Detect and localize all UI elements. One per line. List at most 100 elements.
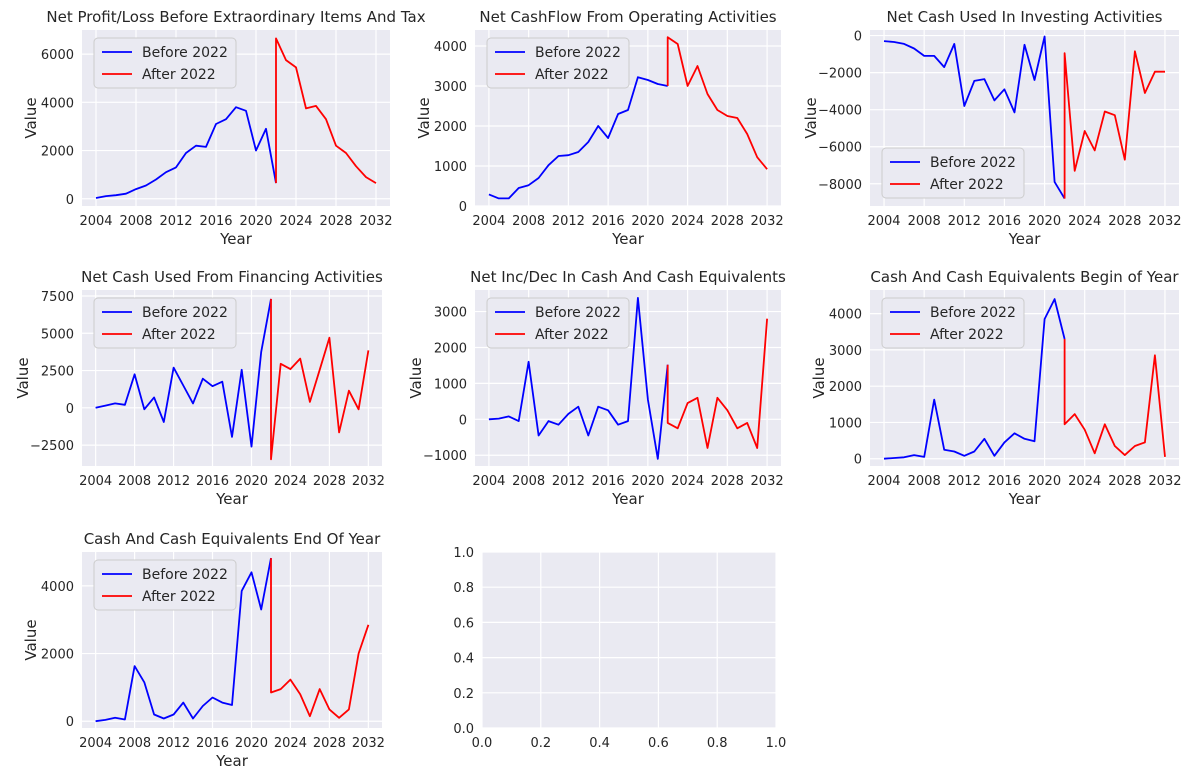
chart-panel-2: 2004 2008 2012 2016 2020 2024 2028 2032 0 1000 200…: [415, 8, 784, 248]
legend-entry: After 2022: [535, 327, 609, 343]
legend-entry: Before 2022: [930, 155, 1016, 171]
x-tick-label: 2024: [1068, 474, 1101, 489]
legend-box: [93, 37, 237, 89]
legend-box: [93, 297, 237, 349]
x-tick-label: 2032: [352, 474, 385, 489]
legend-entry: Before 2022: [930, 305, 1016, 321]
series-line-before-2022: [95, 106, 277, 199]
x-tick-label: 2024: [279, 214, 312, 229]
x-tick-label: 2028: [313, 736, 346, 751]
y-axis-label: Value: [802, 97, 820, 138]
legend: Before 2022 After 2022: [93, 37, 237, 89]
x-tick-label: 2020: [631, 214, 664, 229]
x-tick-label: 0.0: [472, 736, 493, 751]
y-tick-label: 0.2: [453, 687, 474, 702]
y-tick-label: 7500: [41, 290, 74, 305]
x-tick-label: 2028: [711, 214, 744, 229]
series-line-before-2022: [883, 35, 1066, 200]
x-tick-label: 2032: [751, 214, 784, 229]
y-tick-label: 0: [66, 193, 74, 208]
series-line-after-2022: [275, 37, 377, 184]
x-tick-label: 2004: [79, 736, 112, 751]
y-tick-label: 2000: [41, 145, 74, 160]
x-tick-label: 0.6: [648, 736, 669, 751]
y-tick-label: −4000: [818, 104, 862, 119]
series-line-after-2022: [666, 36, 768, 170]
x-tick-label: 1.0: [766, 736, 787, 751]
x-tick-label: 2020: [1028, 214, 1061, 229]
y-tick-label: 5000: [41, 327, 74, 342]
y-tick-label: 1000: [829, 416, 862, 431]
y-tick-label: 0: [854, 453, 862, 468]
series-line-after-2022: [1063, 339, 1166, 457]
y-tick-label: 0: [66, 715, 74, 730]
chart-panel-5: 2004 2008 2012 2016 2020 2024 2028 2032 −1000 0 10…: [407, 268, 786, 508]
y-tick-label: 0.0: [453, 722, 474, 737]
legend-entry: After 2022: [142, 327, 216, 343]
series-line-before-2022: [95, 298, 272, 448]
y-tick-label: 2000: [434, 120, 467, 135]
y-tick-label: 2500: [41, 365, 74, 380]
x-tick-label: 2012: [552, 214, 585, 229]
legend-entry: After 2022: [142, 67, 216, 83]
legend-entry: After 2022: [535, 67, 609, 83]
legend-entry: Before 2022: [535, 305, 621, 321]
legend: Before 2022 After 2022: [93, 297, 237, 349]
chart-title: Net Cash Used From Financing Activities: [81, 268, 383, 286]
y-axis-label: Value: [407, 357, 425, 398]
x-tick-label: 2012: [552, 474, 585, 489]
legend-box: [93, 559, 237, 611]
x-tick-label: 2016: [196, 474, 229, 489]
y-tick-label: 0: [854, 30, 862, 45]
legend-entry: Before 2022: [142, 45, 228, 61]
x-tick-label: 2012: [157, 474, 190, 489]
y-tick-label: 2000: [41, 648, 74, 663]
chart-title: Cash And Cash Equivalents End Of Year: [84, 530, 381, 548]
x-tick-label: 2012: [157, 736, 190, 751]
x-tick-label: 2004: [79, 474, 112, 489]
x-tick-label: 2004: [867, 214, 900, 229]
x-tick-label: 2028: [1108, 474, 1141, 489]
x-tick-label: 2004: [472, 474, 505, 489]
x-tick-label: 2016: [988, 474, 1021, 489]
y-tick-label: −6000: [818, 141, 862, 156]
x-tick-label: 2024: [671, 474, 704, 489]
legend-entry: After 2022: [142, 589, 216, 605]
x-tick-label: 2028: [319, 214, 352, 229]
series-line-after-2022: [270, 558, 370, 719]
x-tick-label: 2024: [274, 736, 307, 751]
x-tick-label: 2016: [988, 214, 1021, 229]
series-line-before-2022: [488, 296, 669, 460]
chart-panel-6: 2004 2008 2012 2016 2020 2024 2028 2032 0 1000 200…: [810, 268, 1182, 508]
legend-entry: After 2022: [930, 177, 1004, 193]
chart-panel-4: 2004 2008 2012 2016 2020 2024 2028 2032 −2500 0 25…: [14, 268, 385, 508]
x-tick-label: 2012: [159, 214, 192, 229]
chart-panel-7: 2004 2008 2012 2016 2020 2024 2028 2032 0 2000 400…: [22, 530, 385, 770]
legend-box: [881, 297, 1025, 349]
y-tick-label: 3000: [434, 80, 467, 95]
x-tick-label: 2032: [359, 214, 392, 229]
x-axis-label: Year: [611, 230, 645, 248]
x-tick-label: 2008: [118, 736, 151, 751]
x-axis-label: Year: [215, 490, 249, 508]
y-axis-label: Value: [415, 97, 433, 138]
y-tick-label: 0.4: [453, 652, 474, 667]
x-tick-label: 2020: [235, 736, 268, 751]
x-tick-label: 2016: [196, 736, 229, 751]
x-tick-label: 2028: [711, 474, 744, 489]
x-tick-label: 2016: [592, 474, 625, 489]
x-tick-label: 2020: [631, 474, 664, 489]
x-tick-label: 2004: [79, 214, 112, 229]
x-tick-label: 2024: [671, 214, 704, 229]
chart-title: Net Cash Used In Investing Activities: [887, 8, 1163, 26]
y-tick-label: 6000: [41, 48, 74, 63]
legend-box: [881, 147, 1025, 199]
x-tick-label: 0.2: [530, 736, 551, 751]
x-tick-label: 2012: [948, 474, 981, 489]
y-tick-label: −2500: [30, 439, 74, 454]
y-tick-label: 0: [459, 200, 467, 215]
legend-entry: Before 2022: [142, 305, 228, 321]
chart-title: Cash And Cash Equivalents Begin of Year: [870, 268, 1179, 286]
x-tick-label: 2032: [1148, 214, 1181, 229]
